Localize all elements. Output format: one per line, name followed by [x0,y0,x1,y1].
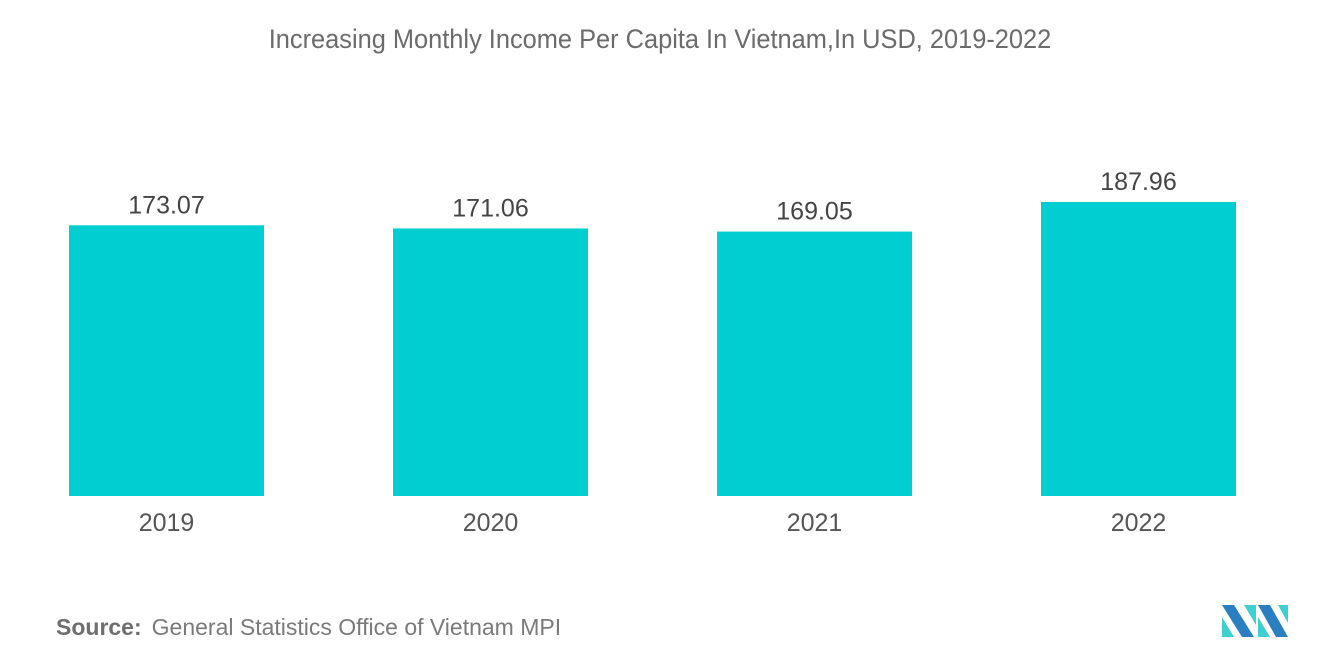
value-label-2020: 171.06 [452,194,528,222]
value-label-2021: 169.05 [776,198,852,226]
bar-2021 [717,231,912,496]
x-tick-label-2019: 2019 [139,509,195,537]
bars-group [69,202,1236,497]
x-tick-label-2021: 2021 [787,509,843,537]
bar-2019 [69,225,264,496]
bar-chart: 173.07 171.06 169.05 187.96 2019 2020 2021 202… [69,168,1236,537]
value-labels-group: 173.07 171.06 169.05 187.96 [128,168,1176,226]
mordor-logo-icon [1222,605,1288,637]
source-text: General Statistics Office of Vietnam MPI [151,614,562,640]
bar-2022 [1041,202,1236,496]
bar-2020 [393,228,588,497]
value-label-2019: 173.07 [128,191,204,219]
chart-title: Increasing Monthly Income Per Capita In … [268,24,1052,54]
value-label-2022: 187.96 [1100,168,1176,196]
x-tick-labels-group: 2019 2020 2021 2022 [139,509,1167,537]
x-tick-label-2020: 2020 [463,509,519,537]
source-label: Source: [56,614,142,640]
x-tick-label-2022: 2022 [1111,509,1167,537]
source-note: Source: General Statistics Office of Viet… [56,614,561,641]
